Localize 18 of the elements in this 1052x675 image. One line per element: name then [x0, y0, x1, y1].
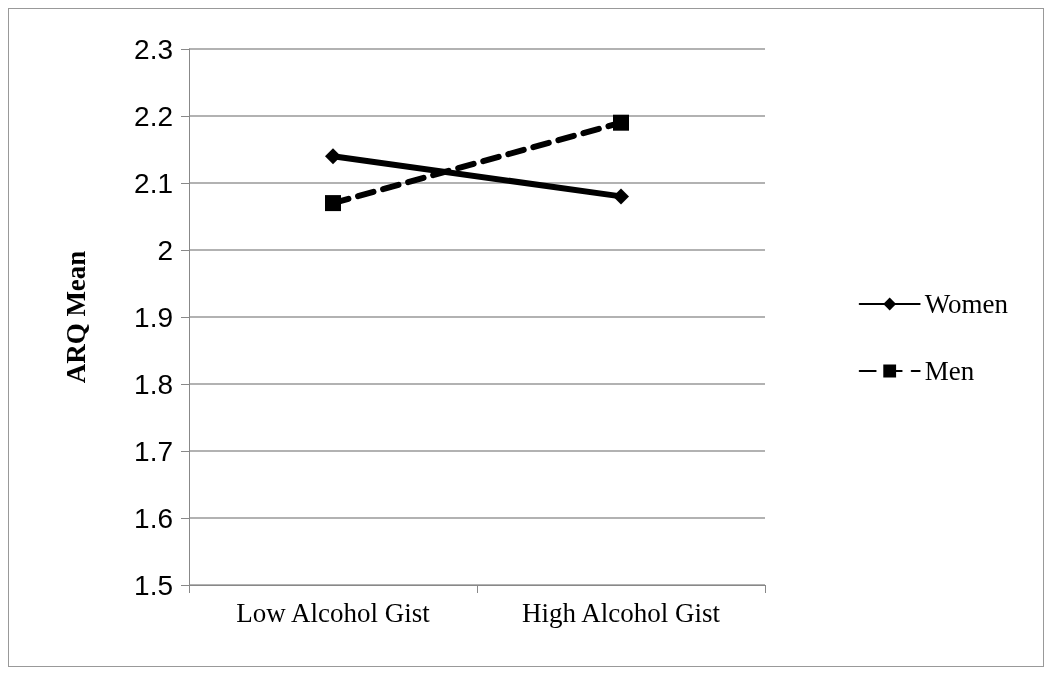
point: [613, 188, 629, 205]
point: [325, 148, 341, 165]
y-tick-label: 2: [157, 234, 173, 266]
point: [613, 114, 629, 131]
y-tick-label: 1.5: [134, 569, 173, 601]
y-tick-label: 1.6: [134, 502, 173, 534]
y-tick-label: 1.8: [134, 368, 173, 400]
y-tick-label: 1.7: [134, 435, 173, 467]
x-tick-label: Low Alcohol Gist: [236, 597, 431, 628]
point: [325, 195, 341, 212]
legend-label: Women: [924, 289, 1009, 319]
x-tick-label: High Alcohol Gist: [521, 597, 721, 628]
legend-label: Men: [924, 356, 975, 386]
y-tick-label: 2.1: [134, 167, 173, 199]
y-axis-title: ARQ Mean: [60, 250, 91, 384]
y-tick-label: 2.2: [134, 100, 173, 132]
y-tick-label: 2.3: [134, 33, 173, 65]
y-tick-label: 1.9: [134, 301, 173, 333]
